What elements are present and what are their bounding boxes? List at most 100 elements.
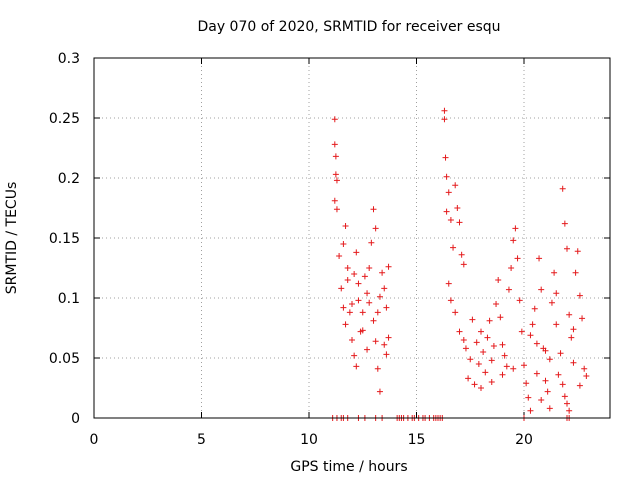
data-point-marker bbox=[529, 321, 536, 328]
data-point-marker bbox=[564, 245, 570, 252]
data-point-marker bbox=[456, 219, 463, 226]
y-axis-label: SRMTID / TECUs bbox=[4, 182, 20, 295]
data-point-marker bbox=[546, 356, 553, 363]
data-point-marker bbox=[338, 285, 345, 292]
data-point-marker bbox=[447, 217, 454, 223]
data-point-marker bbox=[553, 290, 560, 297]
data-point-marker bbox=[576, 382, 583, 389]
data-point-marker bbox=[527, 332, 534, 339]
chart-title: Day 070 of 2020, SRMTID for receiver esq… bbox=[197, 19, 500, 35]
data-point-marker bbox=[531, 305, 538, 312]
data-point-marker bbox=[385, 334, 392, 341]
y-tick-label: 0.2 bbox=[58, 171, 80, 187]
data-point-marker bbox=[514, 255, 521, 262]
data-point-marker bbox=[510, 237, 517, 244]
data-point-marker bbox=[574, 248, 581, 255]
data-point-marker bbox=[332, 153, 339, 160]
data-point-marker bbox=[510, 365, 517, 372]
data-point-marker bbox=[493, 301, 500, 307]
data-point-marker bbox=[381, 285, 388, 292]
y-tick-label: 0 bbox=[71, 411, 80, 427]
data-point-marker bbox=[465, 375, 472, 382]
data-point-marker bbox=[359, 327, 366, 334]
data-point-marker bbox=[561, 393, 568, 400]
data-point-marker bbox=[458, 251, 465, 258]
data-point-marker bbox=[372, 225, 379, 232]
data-point-marker bbox=[342, 321, 349, 328]
data-point-marker bbox=[469, 316, 476, 323]
x-tick-label: 15 bbox=[408, 432, 426, 448]
data-point-marker bbox=[381, 341, 388, 348]
data-point-marker bbox=[570, 359, 577, 366]
data-point-marker bbox=[546, 405, 553, 412]
data-point-marker bbox=[503, 363, 510, 370]
data-point-marker bbox=[478, 328, 484, 335]
data-point-marker bbox=[366, 265, 373, 271]
data-point-marker bbox=[385, 263, 392, 270]
data-point-marker bbox=[557, 350, 564, 357]
data-point-marker bbox=[462, 345, 469, 352]
y-tick-label: 0.3 bbox=[58, 51, 80, 67]
data-point-marker bbox=[518, 328, 525, 335]
data-point-marker bbox=[480, 349, 487, 355]
data-point-marker bbox=[333, 206, 340, 213]
data-point-marker bbox=[499, 341, 506, 348]
data-point-marker bbox=[579, 315, 586, 322]
data-point-marker bbox=[467, 356, 474, 363]
data-point-marker bbox=[572, 269, 579, 276]
data-point-marker bbox=[488, 379, 495, 385]
data-point-marker bbox=[376, 388, 383, 395]
data-point-marker bbox=[495, 277, 502, 283]
tick-labels: 0 0.05 0.1 0.15 0.2 0.25 0.3 0 5 10 15 20 bbox=[49, 51, 533, 448]
data-point-marker bbox=[351, 352, 358, 359]
data-point-marker bbox=[544, 388, 551, 395]
data-point-marker bbox=[478, 385, 484, 391]
data-point-marker bbox=[501, 352, 508, 359]
data-point-marker bbox=[383, 304, 390, 311]
data-point-marker bbox=[441, 116, 448, 123]
data-point-marker bbox=[581, 365, 588, 372]
data-point-marker bbox=[376, 293, 383, 300]
data-point-marker bbox=[452, 182, 459, 189]
data-point-marker bbox=[475, 361, 482, 367]
data-point-marker bbox=[490, 343, 497, 349]
data-point-marker bbox=[576, 292, 583, 299]
data-point-marker bbox=[555, 371, 562, 378]
axis-ticks bbox=[93, 57, 610, 419]
data-point-marker bbox=[499, 371, 506, 378]
data-point-marker bbox=[364, 346, 371, 353]
data-point-marker bbox=[488, 357, 495, 364]
y-tick-label: 0.15 bbox=[49, 231, 80, 247]
data-point-marker bbox=[353, 249, 360, 256]
data-point-marker bbox=[366, 299, 373, 306]
data-point-marker bbox=[568, 334, 575, 341]
data-points bbox=[329, 107, 590, 421]
data-point-marker bbox=[374, 309, 381, 316]
data-point-marker bbox=[551, 269, 558, 276]
grid-lines bbox=[94, 58, 610, 418]
data-point-marker bbox=[521, 362, 527, 369]
data-point-marker bbox=[505, 286, 512, 293]
data-point-marker bbox=[553, 321, 560, 328]
data-point-marker bbox=[561, 220, 568, 227]
data-point-marker bbox=[471, 381, 478, 388]
data-point-marker bbox=[374, 365, 381, 372]
data-point-marker bbox=[542, 347, 549, 354]
data-point-marker bbox=[460, 261, 467, 268]
data-point-marker bbox=[525, 394, 532, 401]
data-point-marker bbox=[441, 107, 448, 114]
data-point-marker bbox=[473, 339, 480, 346]
data-point-marker bbox=[331, 116, 338, 123]
data-point-marker bbox=[570, 326, 577, 333]
data-point-marker bbox=[340, 304, 347, 311]
data-point-marker bbox=[344, 265, 351, 271]
data-point-marker bbox=[332, 171, 339, 178]
x-tick-label: 5 bbox=[197, 432, 206, 448]
data-point-marker bbox=[484, 334, 491, 341]
data-point-marker bbox=[336, 253, 343, 259]
data-point-marker bbox=[331, 197, 338, 204]
x-tick-label: 20 bbox=[515, 432, 533, 448]
data-point-marker bbox=[559, 381, 566, 388]
data-point-marker bbox=[346, 309, 353, 316]
